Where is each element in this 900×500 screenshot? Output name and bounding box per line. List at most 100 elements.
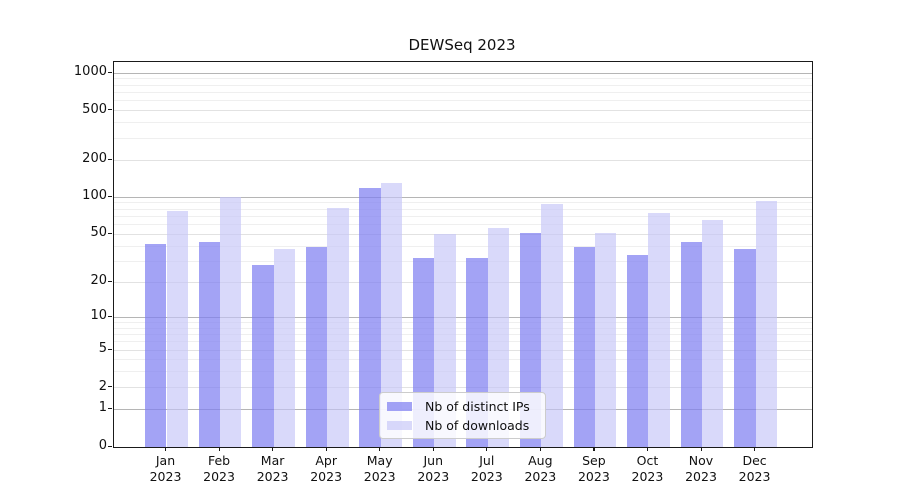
bar-downloads-jan — [166, 210, 188, 447]
gridline-y-8 — [114, 327, 812, 329]
x-tick-label-jul: Jul 2023 — [470, 453, 503, 484]
gridline-y-400 — [114, 122, 812, 124]
bar-downloads-may — [380, 183, 403, 447]
x-tick-label-may: May 2023 — [363, 453, 396, 484]
bar-distinct-ips-dec — [734, 248, 756, 447]
legend-item-distinct-ips: Nb of distinct IPs — [380, 398, 545, 414]
legend-label-distinct-ips: Nb of distinct IPs — [425, 398, 530, 414]
legend-swatch-downloads — [387, 420, 412, 430]
bar-downloads-aug — [541, 204, 563, 447]
gridline-y-6 — [114, 341, 812, 343]
bar-downloads-oct — [648, 212, 670, 447]
gridline-y-30 — [114, 260, 812, 262]
x-tick-mark-apr — [325, 447, 327, 451]
gridline-y-9 — [114, 321, 812, 323]
bar-distinct-ips-may — [359, 188, 381, 447]
x-tick-label-feb: Feb 2023 — [203, 453, 235, 484]
y-tick-mark-500 — [108, 109, 112, 111]
gridline-y-60 — [114, 224, 812, 226]
y-tick-label-1000: 1000 — [73, 64, 107, 80]
gridline-y-20 — [114, 281, 812, 283]
bar-distinct-ips-feb — [198, 242, 221, 447]
gridline-y-90 — [114, 202, 812, 204]
bar-downloads-dec — [755, 200, 777, 447]
gridline-y-900 — [114, 78, 812, 80]
gridline-y-10 — [114, 316, 812, 318]
bar-downloads-nov — [702, 219, 724, 447]
gridline-y-700 — [114, 91, 812, 93]
gridline-y-3 — [114, 371, 812, 373]
bar-distinct-ips-mar — [252, 264, 274, 447]
gridline-y-70 — [114, 215, 812, 217]
y-tick-label-10: 10 — [90, 308, 107, 324]
y-tick-mark-1000 — [108, 71, 112, 73]
gridline-y-5 — [114, 349, 812, 351]
y-tick-mark-5 — [108, 348, 112, 350]
y-tick-label-0: 0 — [98, 438, 107, 453]
bar-distinct-ips-oct — [627, 254, 649, 447]
legend-label-downloads: Nb of downloads — [425, 417, 530, 433]
x-tick-label-jan: Jan 2023 — [149, 453, 182, 484]
y-tick-label-20: 20 — [90, 273, 107, 289]
bar-downloads-feb — [220, 196, 242, 447]
gridline-y-7 — [114, 333, 812, 335]
y-tick-label-200: 200 — [82, 151, 107, 167]
bar-distinct-ips-apr — [305, 247, 328, 447]
x-tick-mark-may — [379, 447, 381, 451]
y-tick-mark-200 — [108, 158, 112, 160]
x-tick-mark-nov — [700, 447, 702, 451]
y-tick-mark-50 — [108, 232, 112, 234]
y-tick-label-50: 50 — [90, 225, 107, 241]
gridline-y-100 — [114, 196, 812, 198]
x-tick-label-mar: Mar 2023 — [256, 453, 289, 484]
legend-item-downloads: Nb of downloads — [380, 417, 545, 433]
legend-swatch-distinct-ips — [387, 401, 412, 411]
y-tick-mark-20 — [108, 280, 112, 282]
gridline-y-300 — [114, 137, 812, 139]
bar-downloads-mar — [273, 248, 295, 447]
x-tick-mark-mar — [272, 447, 274, 451]
gridline-y-200 — [114, 159, 812, 161]
bar-distinct-ips-jan — [145, 243, 167, 447]
y-tick-label-100: 100 — [82, 188, 107, 204]
gridline-y-80 — [114, 208, 812, 210]
x-tick-mark-feb — [218, 447, 220, 451]
bar-downloads-apr — [327, 207, 349, 447]
y-tick-mark-0 — [108, 445, 112, 447]
chart-title: DEWSeq 2023 — [408, 36, 516, 54]
x-tick-label-aug: Aug 2023 — [524, 453, 557, 484]
gridline-y-40 — [114, 245, 812, 247]
x-tick-mark-jan — [165, 447, 167, 451]
y-tick-mark-2 — [108, 386, 112, 388]
y-tick-label-5: 5 — [98, 341, 107, 357]
gridline-y-1000 — [114, 72, 812, 74]
gridline-y-800 — [114, 84, 812, 86]
x-tick-label-dec: Dec 2023 — [738, 453, 771, 484]
x-tick-label-apr: Apr 2023 — [310, 453, 343, 484]
bar-downloads-sep — [594, 233, 617, 447]
plot-area: Nb of distinct IPs Nb of downloads — [113, 61, 813, 448]
y-tick-label-2: 2 — [98, 378, 107, 394]
x-tick-mark-oct — [646, 447, 649, 451]
x-tick-mark-dec — [754, 447, 756, 451]
x-tick-label-jun: Jun 2023 — [417, 453, 450, 484]
x-tick-mark-sep — [593, 447, 595, 451]
y-tick-label-1: 1 — [98, 400, 107, 416]
y-tick-label-500: 500 — [82, 101, 107, 117]
y-tick-mark-100 — [108, 195, 112, 197]
gridline-y-4 — [114, 359, 812, 361]
gridline-y-600 — [114, 100, 812, 102]
y-tick-mark-1 — [108, 407, 112, 410]
gridline-y-500 — [114, 110, 812, 112]
x-tick-mark-jul — [486, 447, 488, 451]
x-tick-label-sep: Sep 2023 — [577, 453, 610, 484]
gridline-y-50 — [114, 233, 812, 235]
x-tick-label-nov: Nov 2023 — [685, 453, 717, 484]
legend: Nb of distinct IPs Nb of downloads — [379, 392, 546, 439]
y-tick-mark-10 — [108, 315, 112, 317]
x-tick-mark-aug — [539, 447, 542, 451]
x-tick-mark-jun — [432, 447, 434, 451]
bar-distinct-ips-nov — [680, 242, 702, 447]
gridline-y-2 — [114, 387, 812, 389]
